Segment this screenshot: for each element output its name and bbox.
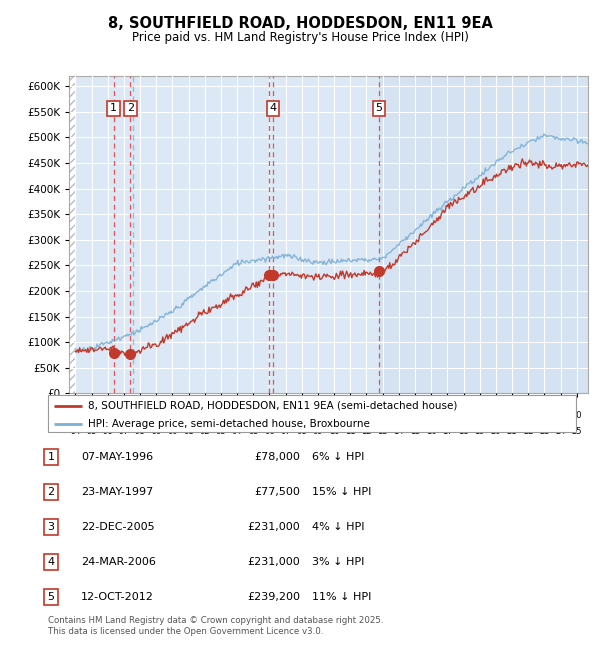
Text: 4: 4 <box>47 557 55 567</box>
Text: 24-MAR-2006: 24-MAR-2006 <box>81 557 156 567</box>
Text: 24: 24 <box>555 426 566 436</box>
Text: 11% ↓ HPI: 11% ↓ HPI <box>312 592 371 602</box>
Text: 2: 2 <box>127 103 134 113</box>
Text: £231,000: £231,000 <box>247 522 300 532</box>
Text: 06: 06 <box>264 426 275 436</box>
Text: 19: 19 <box>70 411 81 420</box>
Text: 20: 20 <box>555 411 566 420</box>
Text: 8, SOUTHFIELD ROAD, HODDESDON, EN11 9EA: 8, SOUTHFIELD ROAD, HODDESDON, EN11 9EA <box>107 16 493 31</box>
Text: Contains HM Land Registry data © Crown copyright and database right 2025.
This d: Contains HM Land Registry data © Crown c… <box>48 616 383 636</box>
Text: 19: 19 <box>103 411 113 420</box>
Text: 20: 20 <box>313 411 323 420</box>
Text: 20: 20 <box>248 411 259 420</box>
Text: 20: 20 <box>507 411 517 420</box>
Text: 19: 19 <box>86 411 97 420</box>
Text: 98: 98 <box>135 426 145 436</box>
Text: 25: 25 <box>571 426 582 436</box>
Text: 09: 09 <box>313 426 323 436</box>
Text: 08: 08 <box>296 426 307 436</box>
Text: 20: 20 <box>280 411 291 420</box>
Text: 20: 20 <box>491 426 501 436</box>
Text: 02: 02 <box>200 426 210 436</box>
Text: 20: 20 <box>200 411 210 420</box>
Text: 20: 20 <box>167 411 178 420</box>
Text: 99: 99 <box>151 426 161 436</box>
Text: 14: 14 <box>394 426 404 436</box>
Text: 21: 21 <box>507 426 517 436</box>
Text: £77,500: £77,500 <box>254 487 300 497</box>
Text: 3: 3 <box>47 522 55 532</box>
Text: 20: 20 <box>296 411 307 420</box>
Text: 20: 20 <box>426 411 436 420</box>
Text: 94: 94 <box>70 426 81 436</box>
Text: 6% ↓ HPI: 6% ↓ HPI <box>312 452 364 461</box>
Text: 97: 97 <box>119 426 129 436</box>
Text: £239,200: £239,200 <box>247 592 300 602</box>
Text: 19: 19 <box>135 411 145 420</box>
Text: 20: 20 <box>329 411 340 420</box>
Text: 16: 16 <box>426 426 436 436</box>
Text: 05: 05 <box>248 426 259 436</box>
Text: 20: 20 <box>345 411 356 420</box>
Text: 10: 10 <box>329 426 340 436</box>
Text: £231,000: £231,000 <box>247 557 300 567</box>
Text: 07-MAY-1996: 07-MAY-1996 <box>81 452 153 461</box>
Text: 20: 20 <box>458 411 469 420</box>
Text: 3% ↓ HPI: 3% ↓ HPI <box>312 557 364 567</box>
Text: 20: 20 <box>410 411 420 420</box>
Text: 01: 01 <box>184 426 194 436</box>
Text: 15% ↓ HPI: 15% ↓ HPI <box>312 487 371 497</box>
Text: 20: 20 <box>184 411 194 420</box>
Text: 18: 18 <box>458 426 469 436</box>
Text: 95: 95 <box>86 426 97 436</box>
Text: 11: 11 <box>345 426 356 436</box>
Text: £78,000: £78,000 <box>254 452 300 461</box>
Text: 13: 13 <box>377 426 388 436</box>
Text: 2: 2 <box>47 487 55 497</box>
Text: 20: 20 <box>571 411 582 420</box>
Text: 03: 03 <box>215 426 226 436</box>
Text: Price paid vs. HM Land Registry's House Price Index (HPI): Price paid vs. HM Land Registry's House … <box>131 31 469 44</box>
Text: 19: 19 <box>119 411 129 420</box>
Text: 20: 20 <box>264 411 275 420</box>
Text: 04: 04 <box>232 426 242 436</box>
Text: 5: 5 <box>47 592 55 602</box>
Text: 15: 15 <box>410 426 420 436</box>
Text: 23-MAY-1997: 23-MAY-1997 <box>81 487 153 497</box>
Text: 19: 19 <box>151 411 161 420</box>
Text: 12-OCT-2012: 12-OCT-2012 <box>81 592 154 602</box>
Text: 20: 20 <box>361 411 372 420</box>
Text: 22-DEC-2005: 22-DEC-2005 <box>81 522 155 532</box>
Text: 1: 1 <box>110 103 117 113</box>
Text: 19: 19 <box>475 426 485 436</box>
Text: 23: 23 <box>539 426 550 436</box>
Bar <box>379 76 588 393</box>
Text: 4% ↓ HPI: 4% ↓ HPI <box>312 522 365 532</box>
Text: 00: 00 <box>167 426 178 436</box>
Text: 20: 20 <box>216 411 226 420</box>
Text: 8, SOUTHFIELD ROAD, HODDESDON, EN11 9EA (semi-detached house): 8, SOUTHFIELD ROAD, HODDESDON, EN11 9EA … <box>88 400 457 411</box>
Text: 20: 20 <box>394 411 404 420</box>
Text: 96: 96 <box>103 426 113 436</box>
Text: 22: 22 <box>523 426 533 436</box>
Text: 20: 20 <box>475 411 485 420</box>
Text: 20: 20 <box>232 411 242 420</box>
Text: 20: 20 <box>377 411 388 420</box>
Text: 20: 20 <box>523 411 533 420</box>
Text: 07: 07 <box>280 426 291 436</box>
Text: 20: 20 <box>491 411 501 420</box>
Text: 4: 4 <box>269 103 277 113</box>
Text: HPI: Average price, semi-detached house, Broxbourne: HPI: Average price, semi-detached house,… <box>88 419 370 429</box>
Text: 1: 1 <box>47 452 55 461</box>
Text: 20: 20 <box>442 411 452 420</box>
Text: 5: 5 <box>376 103 383 113</box>
Text: 20: 20 <box>539 411 550 420</box>
Text: 17: 17 <box>442 426 452 436</box>
Text: 12: 12 <box>361 426 372 436</box>
